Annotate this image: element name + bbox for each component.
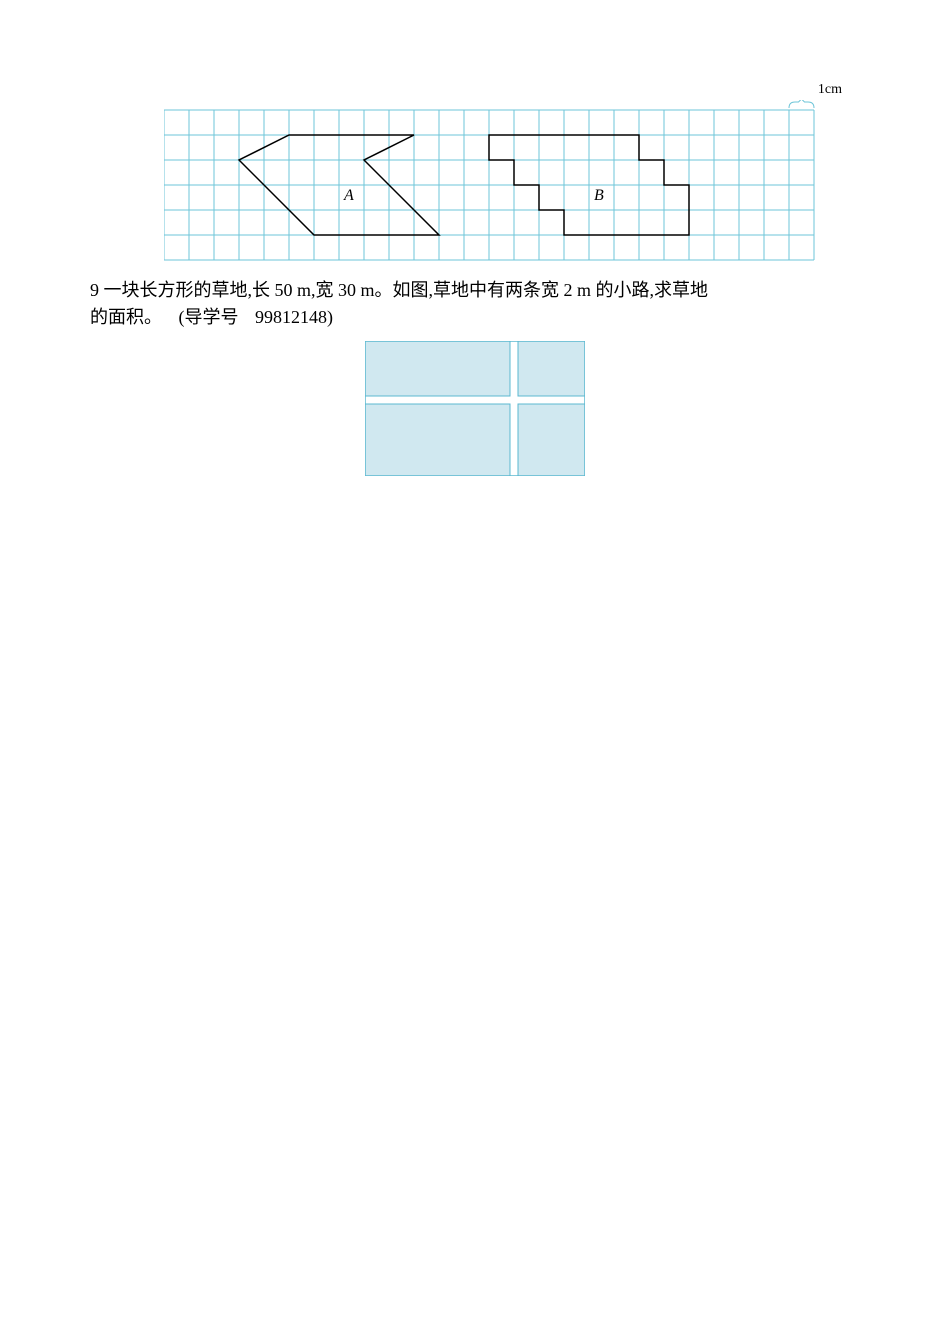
ref-number: 99812148) — [255, 307, 333, 327]
problem-9: 9 一块长方形的草地,长 50 m,宽 30 m。如图,草地中有两条宽 2 m … — [90, 277, 860, 331]
svg-text:B: B — [594, 187, 604, 204]
figure-2-diagram — [365, 341, 585, 476]
problem-text-line1: 一块长方形的草地,长 50 m,宽 30 m。如图,草地中有两条宽 2 m 的小… — [104, 280, 709, 300]
grid-diagram: AB — [164, 100, 816, 262]
scale-label: 1cm — [818, 82, 842, 98]
problem-text-line2: 的面积。 — [90, 307, 162, 327]
ref-label: (导学号 — [179, 307, 239, 327]
svg-text:A: A — [343, 187, 354, 204]
grid-diagram-container: 1cm AB — [130, 100, 850, 262]
problem-number: 9 — [90, 280, 99, 300]
